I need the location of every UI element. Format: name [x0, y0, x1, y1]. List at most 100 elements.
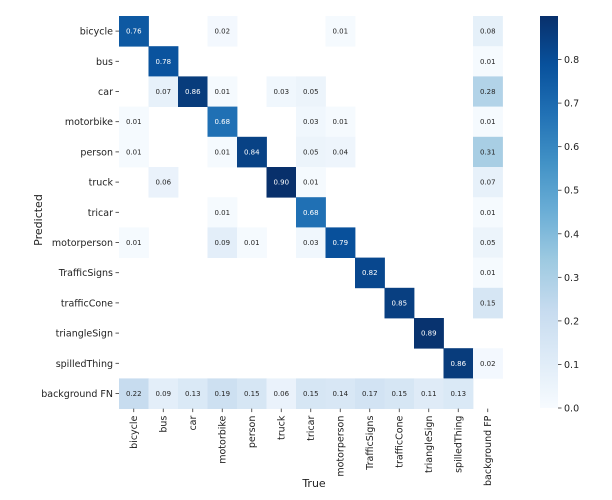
heatmap-cell	[443, 378, 474, 409]
heatmap-cell	[296, 197, 326, 228]
cell-value-label: 0.03	[303, 118, 319, 126]
cell-value-label: 0.01	[126, 118, 142, 126]
colorbar-tick-label: 0.6	[564, 142, 579, 153]
cell-value-label: 0.68	[214, 118, 230, 126]
heatmap-cell	[207, 106, 238, 138]
colorbar-tick-label: 0.1	[564, 360, 579, 371]
x-tick-label: triangleSign	[424, 416, 435, 473]
x-tick-label: truck	[277, 415, 288, 440]
heatmap-cell	[296, 167, 326, 198]
cell-value-label: 0.08	[480, 28, 496, 36]
heatmap-cell	[325, 378, 356, 409]
y-tick-label: person	[80, 147, 113, 158]
cell-value-label: 0.03	[303, 239, 319, 247]
heatmap-cell	[473, 76, 503, 107]
heatmap-cell	[119, 227, 149, 258]
heatmap-cell	[473, 16, 503, 47]
heatmap-cell	[355, 257, 385, 289]
y-axis-label: Predicted	[32, 194, 45, 246]
cell-value-label: 0.13	[450, 390, 466, 398]
y-tick-label: triangleSign	[56, 329, 113, 340]
heatmap-cell	[207, 16, 238, 47]
cell-value-label: 0.01	[303, 179, 319, 187]
cell-value-label: 0.15	[244, 390, 260, 398]
x-tick-label: bicycle	[129, 415, 140, 448]
cell-value-label: 0.07	[155, 88, 171, 96]
heatmap-cell	[325, 16, 356, 47]
cell-value-label: 0.68	[303, 209, 319, 217]
colorbar	[540, 16, 558, 408]
y-tick-label: TrafficSigns	[58, 268, 113, 279]
cell-value-label: 0.06	[273, 390, 289, 398]
cell-value-label: 0.86	[185, 88, 201, 96]
cell-value-label: 0.85	[391, 299, 407, 307]
heatmap-cell	[325, 106, 356, 138]
cell-value-label: 0.09	[214, 239, 230, 247]
cell-value-label: 0.04	[332, 148, 348, 156]
y-tick-label: car	[98, 87, 113, 98]
x-tick-label: TrafficSigns	[365, 416, 376, 471]
colorbar-tick-label: 0.4	[564, 229, 579, 240]
heatmap-cell	[178, 378, 208, 409]
heatmap-cell	[207, 76, 238, 107]
cell-value-label: 0.01	[244, 239, 260, 247]
cell-value-label: 0.05	[480, 239, 496, 247]
heatmap-cells	[119, 16, 503, 409]
x-axis-label: True	[301, 477, 326, 490]
cell-value-label: 0.01	[480, 58, 496, 66]
colorbar-tick-label: 0.8	[564, 55, 579, 66]
cell-value-label: 0.15	[480, 299, 496, 307]
heatmap-cell	[473, 46, 503, 77]
heatmap-cell	[325, 227, 356, 258]
heatmap-cell	[414, 378, 444, 409]
colorbar-tick-label: 0.5	[564, 186, 579, 197]
heatmap-cell	[296, 106, 326, 138]
cell-value-label: 0.01	[480, 269, 496, 277]
heatmap-cell	[266, 76, 297, 107]
cell-value-label: 0.19	[214, 390, 230, 398]
heatmap-cell	[119, 378, 149, 409]
heatmap-cell	[148, 378, 179, 409]
heatmap-cell	[237, 227, 267, 258]
cell-value-label: 0.01	[126, 239, 142, 247]
cell-value-label: 0.06	[155, 179, 171, 187]
cell-value-label: 0.89	[421, 330, 437, 338]
cell-value-label: 0.01	[332, 28, 348, 36]
heatmap-cell	[473, 227, 503, 258]
colorbar-tick-label: 0.7	[564, 99, 579, 110]
cell-value-label: 0.82	[362, 269, 378, 277]
x-tick-label: motorbike	[218, 415, 229, 463]
colorbar-ticks: 0.0 0.1 0.2 0.3 0.4 0.5 0.6 0.7 0.8	[558, 55, 579, 415]
cell-value-label: 0.01	[126, 148, 142, 156]
heatmap-cell	[266, 167, 297, 198]
y-tick-label: tricar	[88, 208, 113, 219]
heatmap-cell	[473, 348, 503, 379]
cell-value-label: 0.86	[450, 360, 466, 368]
heatmap-cell	[119, 136, 149, 168]
cell-value-label: 0.07	[480, 179, 496, 187]
x-tick-labels: bicycle bus car motorbike person truck tricar m…	[129, 408, 494, 486]
cell-value-label: 0.05	[303, 88, 319, 96]
heatmap-cell	[207, 227, 238, 258]
heatmap-cell	[443, 348, 474, 379]
heatmap-cell	[473, 197, 503, 228]
x-tick-label: bus	[159, 416, 170, 433]
heatmap-cell	[178, 76, 208, 107]
cell-value-label: 0.01	[480, 209, 496, 217]
y-tick-label: trafficCone	[61, 298, 113, 309]
heatmap-cell	[355, 378, 385, 409]
cell-value-label: 0.15	[303, 390, 319, 398]
colorbar-tick-label: 0.2	[564, 316, 579, 327]
heatmap-cell	[148, 46, 179, 77]
cell-value-label: 0.11	[421, 390, 437, 398]
x-tick-label: background FP	[483, 415, 494, 486]
cell-value-label: 0.31	[480, 148, 496, 156]
colorbar-tick-label: 0.3	[564, 273, 579, 284]
heatmap-cell	[473, 287, 503, 319]
y-tick-label: motorperson	[52, 238, 113, 249]
heatmap-cell	[473, 106, 503, 138]
cell-value-label: 0.01	[332, 118, 348, 126]
cell-value-label: 0.79	[332, 239, 348, 247]
cell-value-label: 0.22	[126, 390, 142, 398]
